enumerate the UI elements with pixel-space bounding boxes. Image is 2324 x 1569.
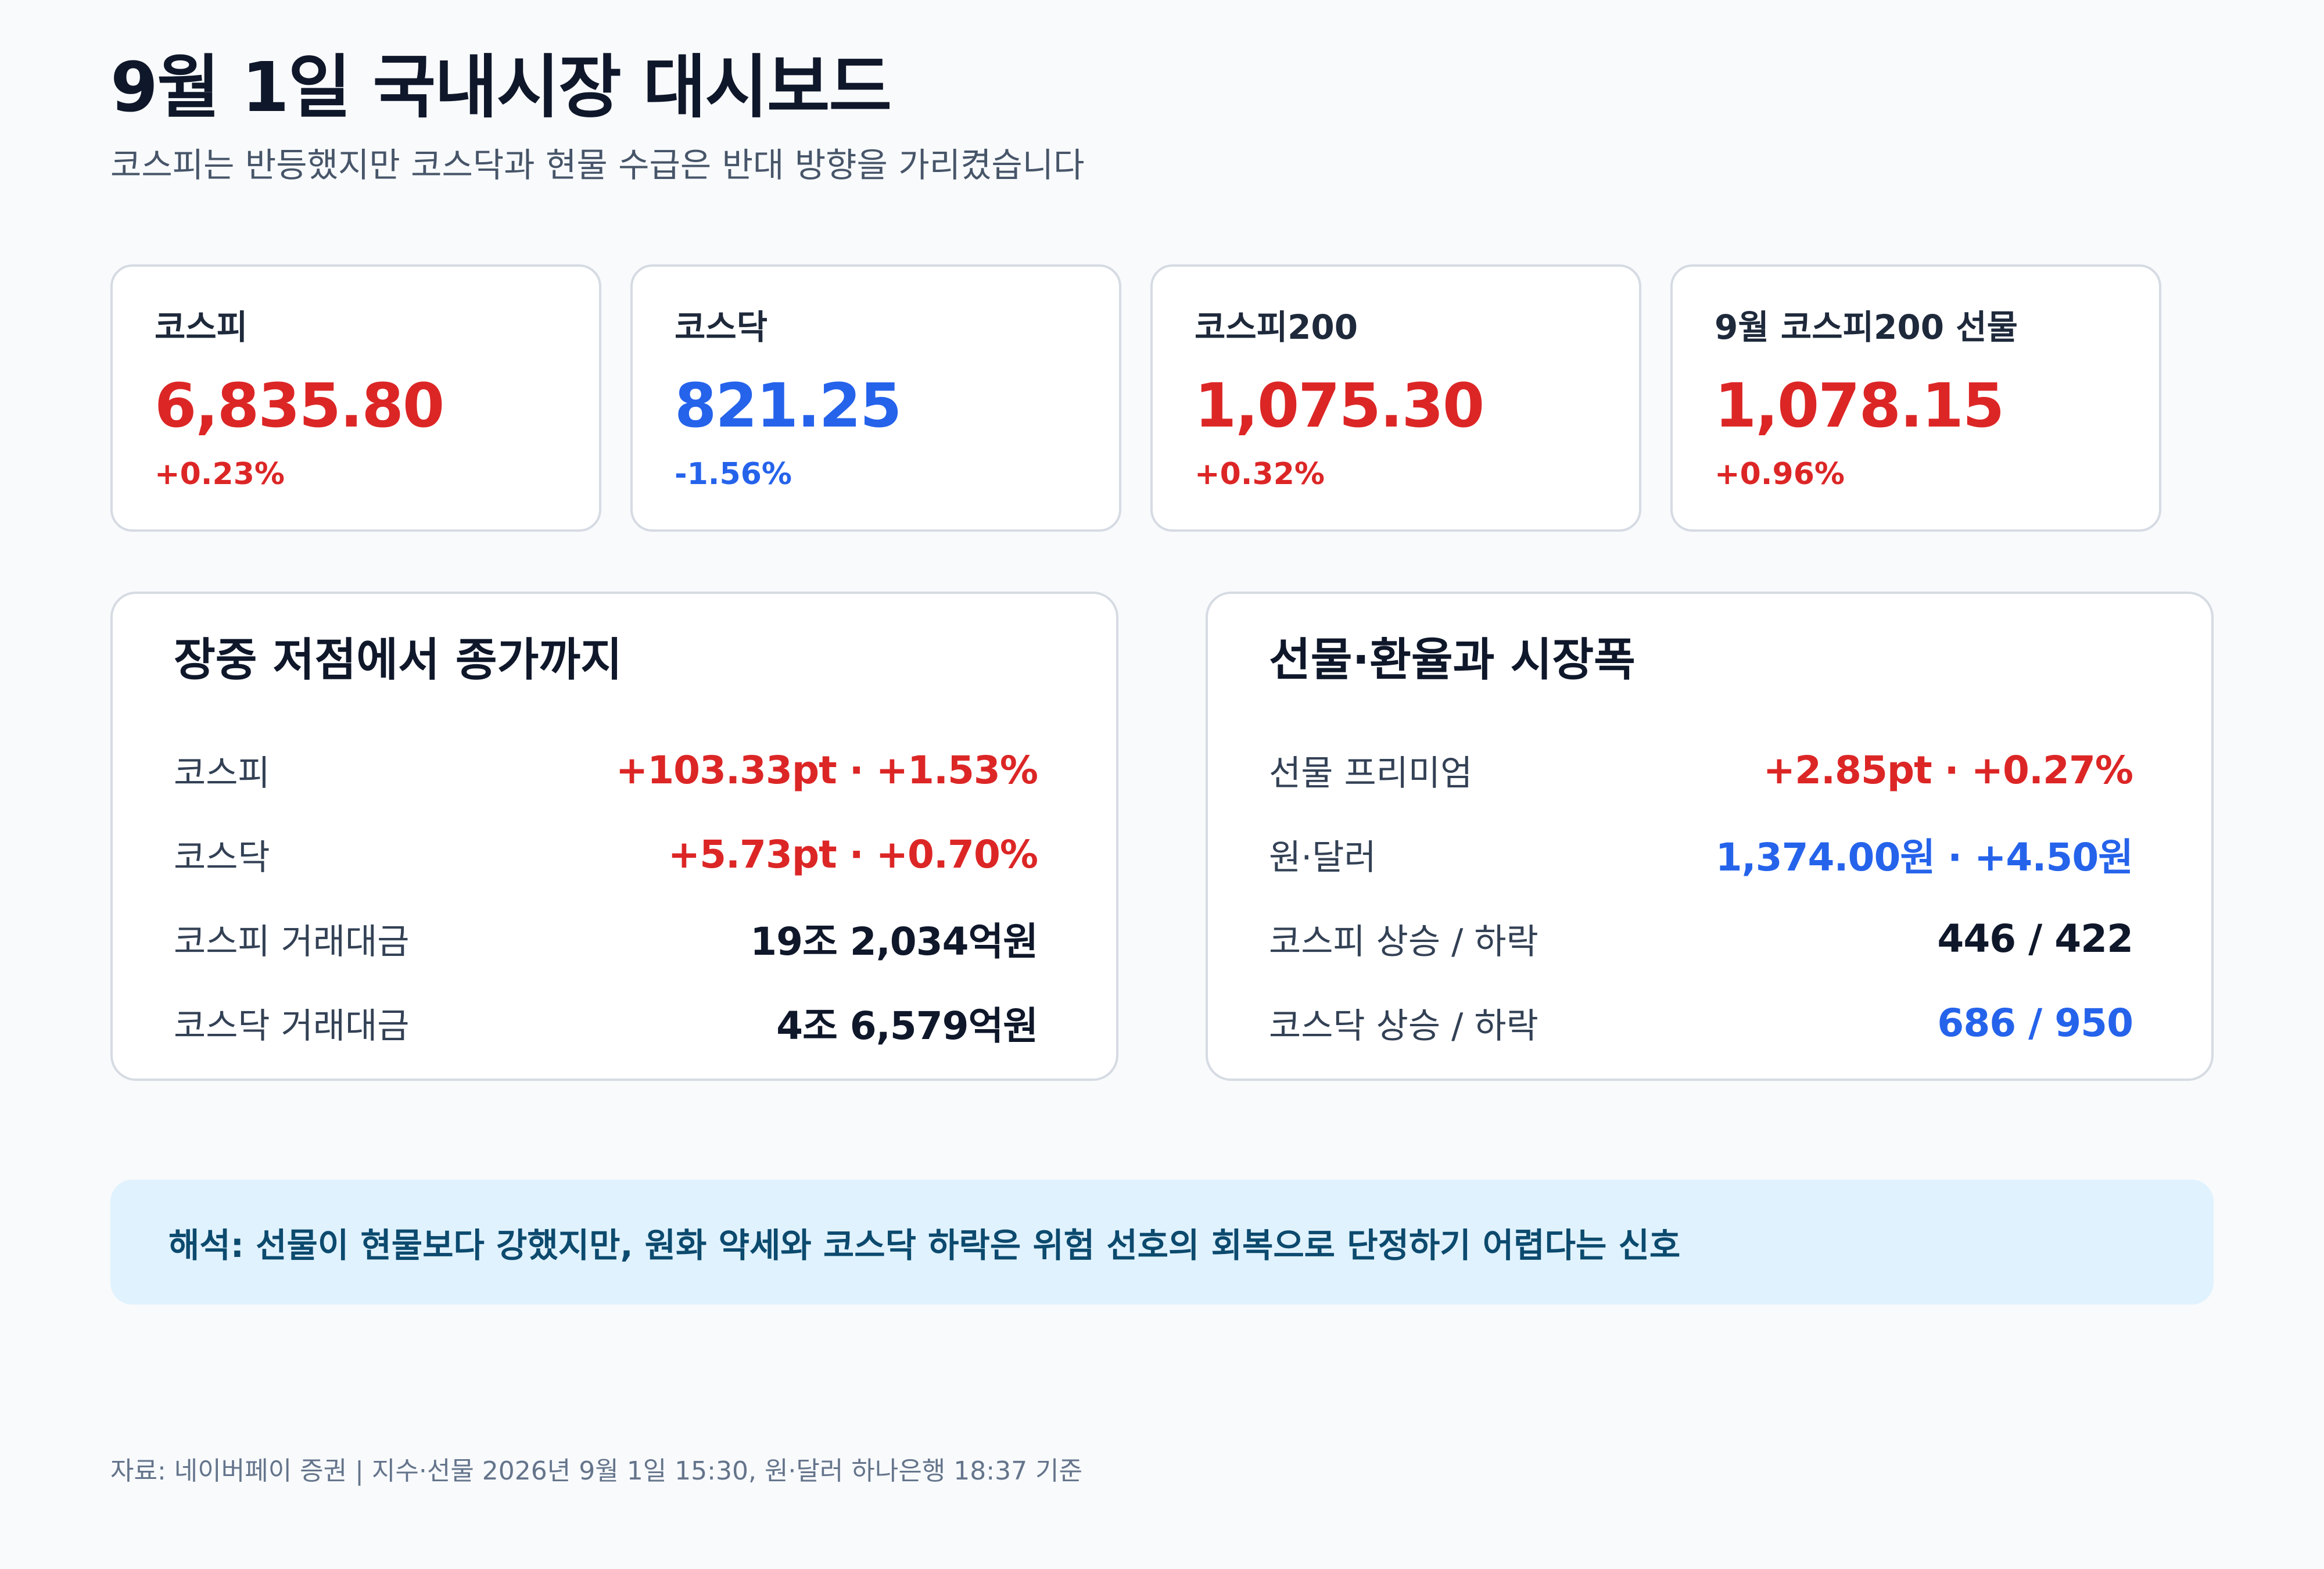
stat-value: 4조 6,579억원	[776, 1004, 1038, 1048]
kpi-change: +0.23%	[155, 456, 285, 492]
page-subtitle: 코스피는 반등했지만 코스닥과 현물 수급은 반대 방향을 가리켰습니다	[110, 145, 1085, 185]
kpi-change: +0.96%	[1715, 456, 1845, 492]
kpi-value: 1,078.15	[1715, 370, 2004, 441]
stat-label: 선물 프리미엄	[1269, 753, 1473, 794]
panel-intraday: 장중 저점에서 종가까지 코스피 +103.33pt · +1.53% 코스닥 …	[110, 592, 1118, 1081]
stat-row: 코스피 +103.33pt · +1.53%	[174, 744, 1038, 796]
stat-value: +5.73pt · +0.70%	[668, 832, 1038, 877]
interpretation-text: 해석: 선물이 현물보다 강했지만, 원화 약세와 코스닥 하락은 위험 선호의…	[168, 1225, 1681, 1265]
stat-label: 코스피	[174, 753, 270, 794]
source-footnote: 자료: 네이버페이 증권 | 지수·선물 2026년 9월 1일 15:30, …	[110, 1456, 1083, 1486]
stat-row: 코스피 거래대금 19조 2,034억원	[174, 912, 1038, 965]
page-title: 9월 1일 국내시장 대시보드	[110, 47, 892, 127]
stat-row: 코스닥 거래대금 4조 6,579억원	[174, 997, 1038, 1049]
stat-value: 1,374.00원 · +4.50원	[1715, 835, 2133, 880]
kpi-value: 821.25	[675, 370, 902, 441]
kpi-change: +0.32%	[1195, 456, 1325, 492]
kpi-value: 6,835.80	[155, 370, 444, 441]
stat-row: 선물 프리미엄 +2.85pt · +0.27%	[1269, 744, 2133, 796]
stat-value: +2.85pt · +0.27%	[1763, 747, 2133, 793]
stat-label: 원·달러	[1269, 837, 1376, 878]
stat-label: 코스닥	[174, 837, 270, 878]
kpi-card-kospi200: 코스피200 1,075.30 +0.32%	[1150, 264, 1641, 532]
kpi-label: 9월 코스피200 선물	[1715, 307, 2018, 347]
kpi-label: 코스피	[155, 307, 248, 347]
kpi-label: 코스피200	[1195, 307, 1358, 347]
stat-value: 19조 2,034억원	[750, 919, 1038, 964]
stat-row: 원·달러 1,374.00원 · +4.50원	[1269, 828, 2133, 880]
kpi-change: -1.56%	[675, 456, 792, 492]
stat-label: 코스닥 상승 / 하락	[1269, 1005, 1538, 1047]
kpi-card-kospi: 코스피 6,835.80 +0.23%	[110, 264, 601, 532]
stat-value: 446 / 422	[1937, 916, 2133, 961]
stat-value: +103.33pt · +1.53%	[615, 747, 1038, 793]
stat-label: 코스피 상승 / 하락	[1269, 921, 1538, 962]
panel-title: 장중 저점에서 종가까지	[174, 634, 622, 686]
stat-row: 코스닥 +5.73pt · +0.70%	[174, 828, 1038, 880]
interpretation-note: 해석: 선물이 현물보다 강했지만, 원화 약세와 코스닥 하락은 위험 선호의…	[110, 1180, 2214, 1305]
kpi-card-kospi200-futures: 9월 코스피200 선물 1,078.15 +0.96%	[1670, 264, 2161, 532]
stat-row: 코스피 상승 / 하락 446 / 422	[1269, 912, 2133, 965]
panel-futures-fx: 선물·환율과 시장폭 선물 프리미엄 +2.85pt · +0.27% 원·달러…	[1206, 592, 2214, 1081]
kpi-card-kosdaq: 코스닥 821.25 -1.56%	[630, 264, 1121, 532]
stat-label: 코스닥 거래대금	[174, 1005, 410, 1047]
stat-row: 코스닥 상승 / 하락 686 / 950	[1269, 997, 2133, 1049]
stat-label: 코스피 거래대금	[174, 921, 410, 962]
kpi-value: 1,075.30	[1195, 370, 1484, 441]
kpi-label: 코스닥	[675, 307, 768, 347]
panel-title: 선물·환율과 시장폭	[1269, 634, 1636, 686]
stat-value: 686 / 950	[1937, 1000, 2133, 1045]
